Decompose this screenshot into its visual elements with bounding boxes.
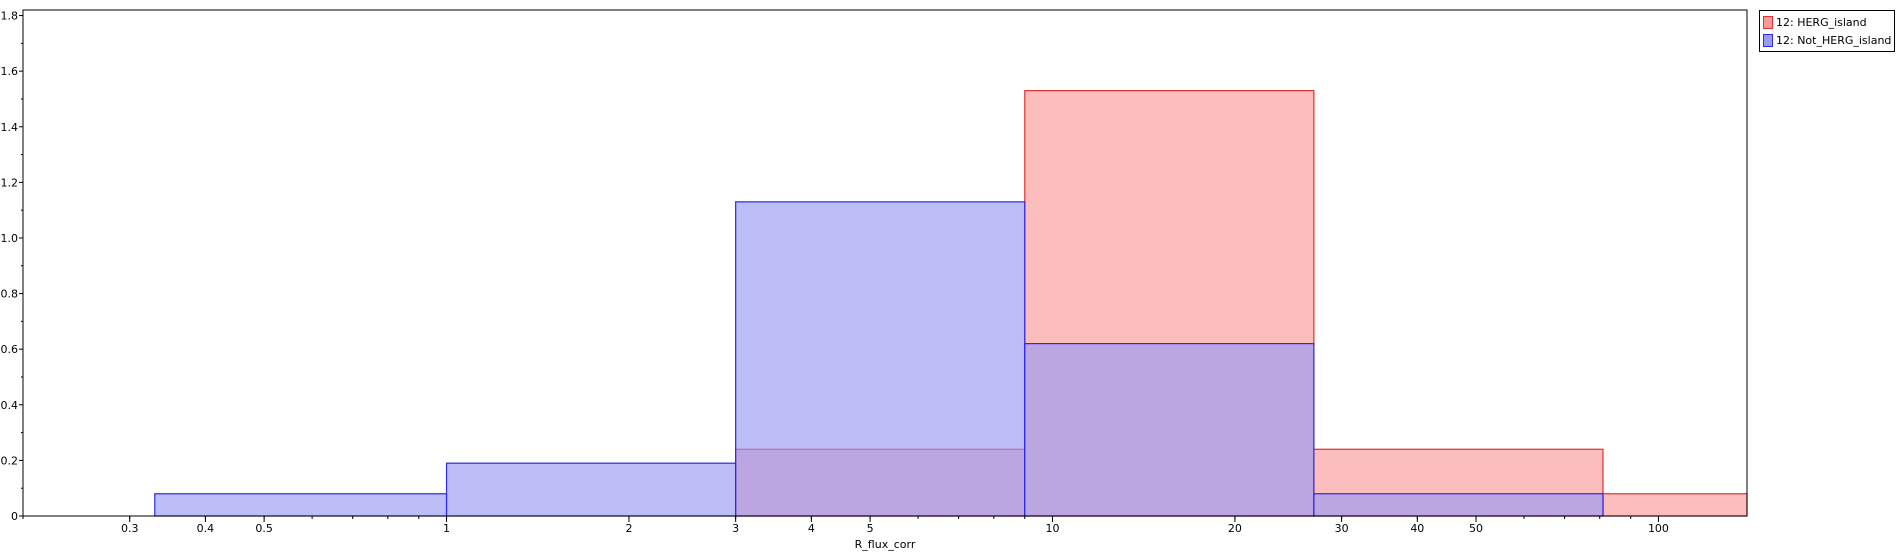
y-axis: 0 0.2 0.4 0.6 0.8 1.0 1.2 1.4 1.6 1.8 (1, 10, 23, 523)
histogram-bar (445, 462, 737, 517)
legend-label: 12: HERG_island (1776, 15, 1867, 29)
y-tick-label: 1.6 (1, 65, 19, 78)
x-tick-label: 5 (867, 522, 874, 535)
x-axis: 0.3 0.4 0.5 1 2 3 4 5 10 20 30 40 50 100 (22, 516, 1669, 535)
histogram-bar (735, 201, 1026, 517)
histogram-bar (1602, 493, 1748, 517)
y-tick-label: 1.2 (1, 176, 19, 189)
y-tick-label: 1.8 (1, 10, 19, 23)
x-tick-label: 0.4 (197, 522, 215, 535)
x-tick-label: 1 (443, 522, 450, 535)
x-tick-label: 3 (732, 522, 739, 535)
x-tick-label: 2 (625, 522, 632, 535)
y-tick-label: 0.6 (1, 343, 19, 356)
histogram-bar (1024, 343, 1315, 517)
legend-label: 12: Not_HERG_island (1776, 33, 1892, 47)
x-tick-label: 40 (1410, 522, 1424, 535)
x-tick-label: 30 (1335, 522, 1349, 535)
x-tick-label: 100 (1648, 522, 1669, 535)
legend-item: 12: Not_HERG_island (1763, 31, 1892, 49)
histogram-bar (1313, 493, 1604, 517)
y-tick-label: 0.2 (1, 454, 19, 467)
x-tick-label: 50 (1469, 522, 1483, 535)
x-tick-label: 20 (1228, 522, 1242, 535)
y-tick-label: 1.4 (1, 121, 19, 134)
y-tick-label: 1.0 (1, 232, 19, 245)
x-tick-label: 0.5 (255, 522, 273, 535)
bars-layer (154, 90, 1748, 517)
x-tick-label: 4 (808, 522, 815, 535)
legend-swatch (1763, 33, 1773, 47)
legend-swatch (1763, 15, 1773, 29)
legend: 12: HERG_island 12: Not_HERG_island (1759, 10, 1895, 52)
legend-item: 12: HERG_island (1763, 13, 1892, 31)
plot-frame (22, 9, 1748, 517)
y-tick-label: 0.4 (1, 399, 19, 412)
y-tick-label: 0 (11, 510, 18, 523)
y-tick-label: 0.8 (1, 288, 19, 301)
histogram-bar (154, 493, 448, 517)
x-tick-label: 10 (1045, 522, 1059, 535)
x-axis-title: R_flux_corr (855, 538, 916, 551)
x-tick-label: 0.3 (121, 522, 139, 535)
